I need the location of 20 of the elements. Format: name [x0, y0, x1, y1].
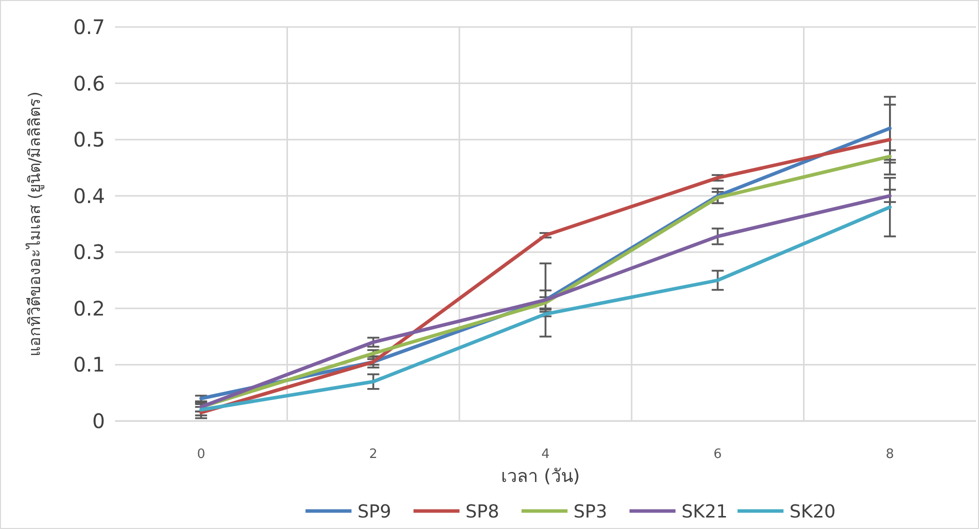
legend-label: SK21 — [682, 501, 728, 522]
legend-label: SP3 — [574, 501, 608, 522]
y-tick-label: 0.4 — [73, 184, 105, 208]
y-tick-label: 0.6 — [73, 71, 105, 96]
y-tick-label: 0.2 — [73, 296, 105, 320]
y-tick-label: 0.5 — [73, 128, 105, 152]
x-tick-label: 2 — [369, 447, 378, 462]
legend-label: SP8 — [466, 501, 500, 522]
y-axis-title: แอกทิวิตีของอะไมเลส (ยูนิต/มิลลิลิตร) — [25, 92, 45, 356]
x-tick-label: 8 — [886, 447, 894, 462]
y-tick-label: 0 — [92, 409, 105, 433]
y-tick-label: 0.1 — [73, 352, 105, 377]
x-tick-label: 0 — [196, 447, 206, 462]
legend-label: SK20 — [790, 501, 836, 522]
x-axis-title: เวลา (วัน) — [501, 466, 580, 487]
legend-label: SP9 — [358, 501, 392, 522]
y-tick-label: 0.3 — [73, 240, 105, 264]
x-tick-label: 4 — [541, 447, 550, 462]
y-tick-label: 0.7 — [73, 15, 105, 39]
x-tick-label: 6 — [714, 447, 722, 462]
